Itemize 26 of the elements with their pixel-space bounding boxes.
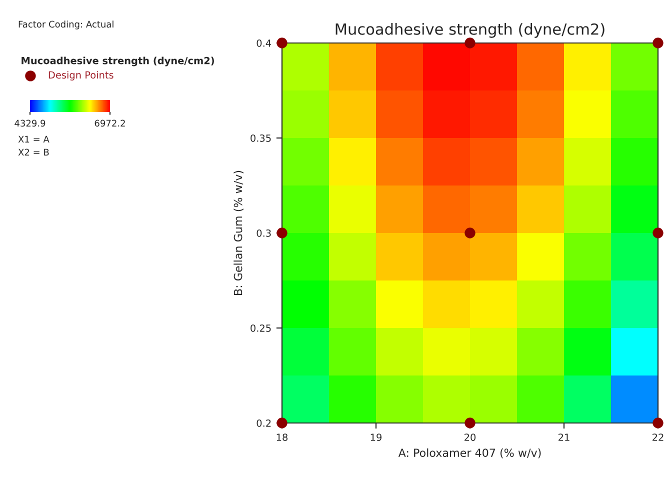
x-tick-label: 18 [276,434,288,441]
x-tick-label: 20 [464,434,476,441]
legend-label: Design Points [48,71,114,81]
y-tick-label: 0.25 [250,324,271,332]
x-tick-label: 22 [652,434,664,441]
point [464,228,476,238]
y-axis-title: B: Gellan Gum (% w/v) [234,170,244,295]
chart-title: Mucoadhesive strength (dyne/cm2) [336,23,604,38]
y-tick-label: 0.2 [256,419,271,427]
y-tick-label: 0.3 [256,229,271,237]
y-tick-label: 0.35 [250,134,271,142]
text: X2 = B [18,148,49,156]
color-bar-label: 6972.2 [94,120,125,127]
point [464,418,476,428]
legend-title: Mucoadhesive strength (dyne/cm2) [22,56,214,66]
color-bar-label: 4329.9 [14,120,46,127]
y-tick-label: 0.4 [256,39,272,47]
point [464,38,476,48]
x-tick-label: 19 [370,434,382,441]
text: X1 = A [18,136,50,142]
x-axis-title: A: Poloxamer 407 (% w/v) [398,448,541,458]
point [276,228,288,238]
x-tick-label: 21 [558,434,570,441]
point [652,228,664,238]
point [652,38,664,48]
text: Factor Coding: Actual [18,20,114,30]
